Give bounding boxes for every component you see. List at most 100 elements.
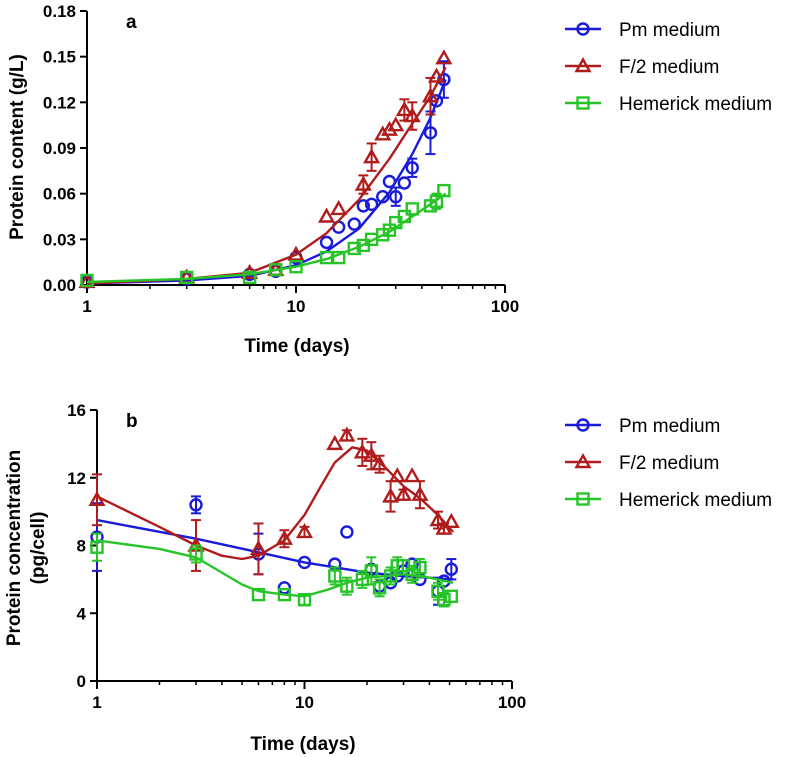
panel-a-data-point-circle [319,235,334,250]
panel-a-y-tick-label: 0.03 [43,230,76,249]
panel-a-x-tick-label: 1 [82,297,91,316]
panel-a-data-point-circle [364,197,379,212]
panel-b-y-tick-label: 8 [77,537,86,556]
panel-b-data-point-square [396,559,411,573]
panel-b-data-point-square [90,540,104,554]
panel-a-data-point-square [289,260,303,274]
panel-a-legend-label: F/2 medium [619,57,719,78]
panel-b-data-point-triangle [249,539,268,556]
panel-a-data-point-triangle [403,107,421,123]
panel-a-y-tick-label: 0.09 [43,139,76,158]
panel-b-data-point-triangle [295,523,314,539]
panel-a-series-triangle [78,49,453,289]
panel-b-data-point-triangle [394,485,413,501]
panel-a-legend-marker-triangle [574,57,592,73]
panel-a-y-tick-label: 0.00 [43,276,76,295]
panel-a-data-point-circle [347,217,361,231]
panel-a-data-point-circle [389,190,403,204]
panel-b-legend-marker-square [576,492,590,506]
panel-b-data-point-triangle [338,426,356,442]
panel-b-data-point-triangle [388,467,406,483]
panel-a-data-point-circle [376,190,390,204]
panel-a-data-point-square [242,270,257,285]
panel-a-y-tick-label: 0.15 [43,48,76,67]
panel-a-series-circle [80,60,451,289]
panel-b-data-point-square [372,581,387,595]
panel-a-data-point-square [269,263,283,277]
panel-a-legend-label: Hemerick medium [619,94,772,115]
panel-b-y-axis-title-line1: Protein concentration [4,450,25,646]
panel-a-data-point-triangle [435,49,453,65]
panel-a-legend-item: Pm medium [565,20,720,41]
panel-b-x-tick-label: 10 [295,693,314,712]
panel-b-data-point-triangle [362,446,380,462]
panel-b-legend-marker-triangle [574,453,592,469]
panel-b-y-axis-title-line2: (pg/cell) [28,512,49,585]
panel-a-data-point-square [405,202,419,216]
panel-b-legend-label: Hemerick medium [619,490,772,511]
panel-b-data-point-square [405,567,419,581]
panel-b-y-tick-label: 4 [77,604,87,623]
panel-a-data-point-circle [356,199,371,213]
panel-b-x-tick-label: 100 [498,693,526,712]
panel-b-data-point-circle [277,581,292,595]
panel-b-data-point-triangle [371,455,389,471]
panel-a-data-point-triangle [421,87,440,103]
panel-a: a Time (days) Protein content (g/L) 0.00… [7,2,772,357]
panel-b-data-point-circle [297,555,312,570]
panel-a-x-tick-label: 10 [287,297,306,316]
panel-b-y-tick-label: 0 [77,672,86,691]
panel-b-axes: 0 4 8 12 16 1 10 100 [67,401,526,712]
panel-a-data-point-triangle [427,67,446,83]
panel-b-data-point-square [413,560,427,575]
panel-b-y-tick-label: 12 [67,469,86,488]
panel-b-legend-item: Pm medium [565,416,720,437]
panel-a-legend-item: F/2 medium [565,57,719,78]
panel-a-data-point-square [347,241,361,256]
panel-a-data-point-triangle [395,101,413,117]
panel-a-fit-line [86,192,447,284]
panel-a-legend-marker-square [576,96,590,110]
panel-a-y-tick-label: 0.18 [43,2,76,21]
panel-b-data-point-square [277,587,292,602]
panel-a-y-tick-label: 0.12 [43,93,76,112]
panel-a-fit-line [86,79,447,285]
panel-a-data-point-circle [405,161,419,175]
panel-a-data-point-triangle [317,207,336,223]
panel-a-data-point-triangle [363,148,381,164]
panel-b-data-point-circle [340,525,354,539]
panel-a-data-point-circle [397,176,412,190]
panel-b-legend-item: Hemerick medium [565,490,772,511]
panel-a-data-point-square [331,250,346,265]
panel-b-data-point-square [437,593,451,607]
panel-a-axes: 0.00 0.03 0.06 0.09 0.12 0.15 0.18 1 10 100 [43,2,519,316]
panel-a-data-point-triangle [354,175,372,191]
panel-a-data-point-square [397,209,412,224]
panel-a-legend-label: Pm medium [619,20,720,41]
panel-a-label: a [126,12,137,33]
panel-b-series-triangle [88,426,460,576]
panel-b-data-point-triangle [88,490,106,506]
panel-b-series-circle [90,495,459,606]
panel-b-data-point-square [251,587,266,602]
panel-b-data-point-square [340,579,354,593]
panel-b-legend-marker-circle [576,418,590,432]
panel-b-data-point-square [328,569,342,583]
panel-a-data-point-circle [423,126,438,140]
panel-b-x-axis-title: Time (days) [250,734,355,755]
panel-a-data-point-triangle [330,199,348,216]
panel-b-data-point-triangle [442,512,460,528]
panel-b: b Time (days) Protein concentration (pg/… [4,401,772,755]
panel-b-data-point-triangle [429,511,447,527]
panel-b-data-point-circle [444,562,459,576]
panel-b-data-point-triangle [382,487,400,503]
panel-b-legend-item: F/2 medium [565,453,719,474]
panel-a-x-axis-title: Time (days) [244,336,349,357]
panel-a-data-point-square [429,194,444,208]
panel-b-data-point-triangle [275,529,293,545]
panel-b-label: b [126,411,138,432]
panel-a-data-point-square [437,183,451,198]
panel-b-data-point-square [189,547,203,561]
panel-b-data-point-circle [189,498,203,512]
